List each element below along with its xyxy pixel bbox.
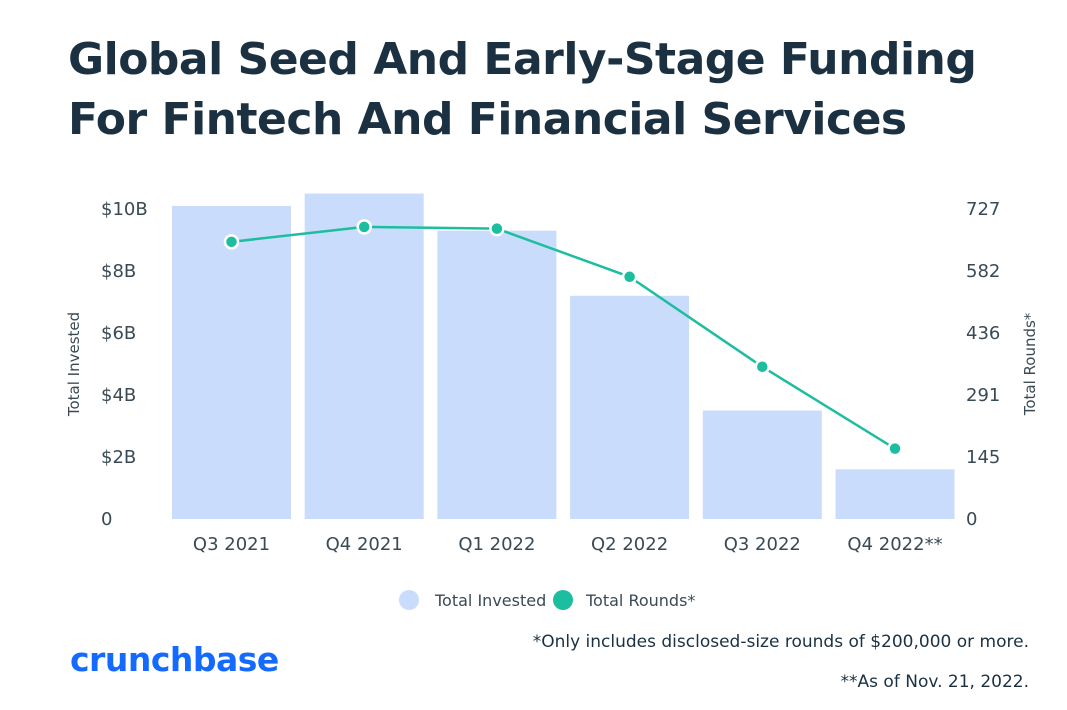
x-tick-label: Q3 2022 [724, 534, 801, 555]
legend-label-invested: Total Invested [434, 591, 546, 610]
y2-tick-label: 582 [966, 261, 1000, 282]
bar-4 [570, 295, 690, 519]
rounds-point-5 [754, 359, 771, 375]
x-tick-label: Q4 2022** [847, 534, 942, 555]
rounds-point-4 [621, 269, 638, 285]
y2-tick-label: 0 [966, 509, 977, 530]
y2-tick-label: 436 [966, 323, 1000, 344]
chart-title-line-2: For Fintech And Financial Services [68, 94, 907, 145]
bar-2 [304, 193, 424, 519]
rounds-point-1 [223, 234, 240, 250]
y-tick-label: $4B [101, 385, 136, 406]
chart-title: Global Seed And Early-Stage Funding For … [68, 30, 1028, 150]
legend-swatch-rounds [553, 590, 573, 610]
legend-label-rounds: Total Rounds* [585, 591, 695, 610]
y-tick-label: $2B [101, 447, 136, 468]
x-tick-label: Q3 2021 [193, 534, 270, 555]
footnote-rounds: *Only includes disclosed-size rounds of … [532, 632, 1029, 652]
bar-1 [172, 205, 291, 519]
x-tick-label: Q4 2021 [326, 534, 403, 555]
bar-5 [702, 410, 822, 519]
rounds-point-3 [489, 220, 505, 237]
crunchbase-logo: crunchbase [70, 640, 279, 679]
rounds-point-6 [887, 440, 903, 457]
y-tick-label: 0 [101, 509, 112, 530]
legend-swatch-invested [399, 590, 419, 610]
bar-3 [437, 230, 557, 519]
y2-tick-label: 291 [966, 385, 1000, 406]
bar-6 [835, 469, 955, 519]
y2-tick-label: 145 [966, 447, 1000, 468]
rounds-line [231, 225, 896, 450]
footnote-date: **As of Nov. 21, 2022. [840, 672, 1029, 692]
x-tick-label: Q2 2022 [591, 534, 668, 555]
y2-tick-label: 727 [966, 199, 1000, 220]
chart-title-line-1: Global Seed And Early-Stage Funding [68, 34, 977, 85]
y2-axis-title: Total Rounds* [1021, 312, 1039, 416]
y-tick-label: $8B [101, 261, 136, 282]
x-tick-label: Q1 2022 [458, 534, 535, 555]
y-tick-label: $6B [101, 323, 136, 344]
rounds-point-2 [356, 219, 372, 235]
y-axis-title: Total Invested [65, 312, 83, 417]
y-tick-label: $10B [101, 199, 148, 220]
